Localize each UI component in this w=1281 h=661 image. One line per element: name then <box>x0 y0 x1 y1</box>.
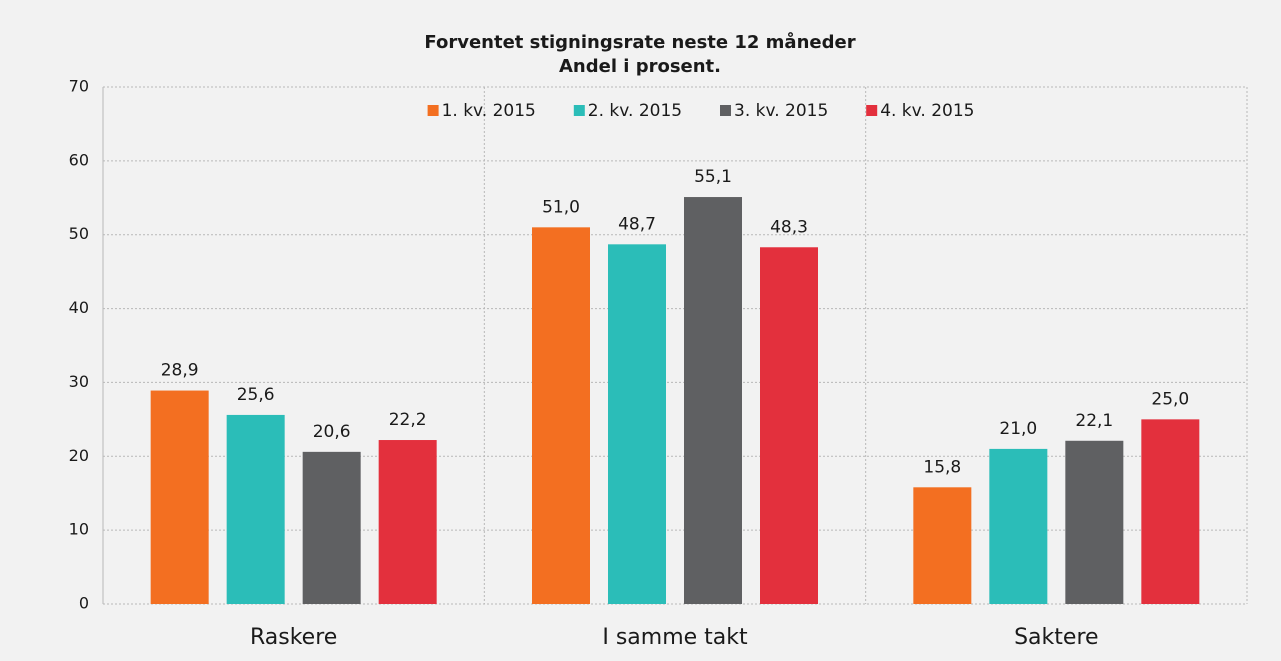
legend-swatch <box>720 105 731 116</box>
bar <box>302 451 361 604</box>
x-tick-label: Raskere <box>250 625 337 650</box>
y-tick-label: 10 <box>69 520 89 539</box>
chart-subtitle: Andel i prosent. <box>559 56 721 77</box>
bar <box>760 247 818 604</box>
y-tick-label: 60 <box>69 150 89 169</box>
data-label: 15,8 <box>923 457 961 477</box>
y-tick-label: 40 <box>69 298 89 317</box>
bar <box>378 440 437 604</box>
bar <box>1141 419 1200 604</box>
chart-title: Forventet stigningsrate neste 12 måneder <box>424 31 855 53</box>
data-label: 25,0 <box>1151 389 1189 409</box>
data-label: 48,7 <box>618 214 656 234</box>
bar <box>1065 440 1124 604</box>
data-label: 20,6 <box>313 422 351 442</box>
legend-label: 2. kv. 2015 <box>588 101 682 121</box>
bar <box>150 390 209 604</box>
y-tick-label: 50 <box>69 224 89 243</box>
y-tick-label: 30 <box>69 372 89 391</box>
x-tick-label: Saktere <box>1014 625 1098 650</box>
data-label: 28,9 <box>161 361 199 381</box>
data-label: 22,1 <box>1075 411 1113 431</box>
y-tick-label: 0 <box>79 594 89 613</box>
legend-swatch <box>866 105 878 116</box>
x-tick-label: I samme takt <box>602 625 748 650</box>
bar <box>913 487 972 604</box>
bar <box>532 227 590 605</box>
data-label: 48,3 <box>770 217 808 237</box>
y-tick-label: 70 <box>69 77 89 96</box>
bar <box>684 197 742 604</box>
bar <box>226 414 285 604</box>
legend-label: 4. kv. 2015 <box>880 101 974 121</box>
data-label: 55,1 <box>694 167 732 187</box>
data-label: 22,2 <box>389 410 427 430</box>
y-tick-label: 20 <box>69 446 89 465</box>
data-label: 21,0 <box>999 419 1037 439</box>
legend-label: 1. kv. 2015 <box>442 101 536 121</box>
data-label: 51,0 <box>542 197 580 217</box>
legend-swatch <box>427 105 439 116</box>
data-label: 25,6 <box>237 385 275 405</box>
legend-label: 3. kv. 2015 <box>734 101 828 121</box>
bar <box>608 244 666 604</box>
bar <box>989 448 1048 604</box>
legend-swatch <box>573 105 585 116</box>
